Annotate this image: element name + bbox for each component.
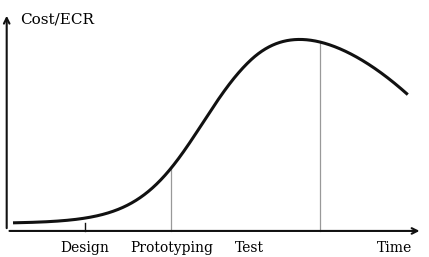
Text: Cost/ECR: Cost/ECR xyxy=(20,12,94,26)
Text: Test: Test xyxy=(235,241,264,255)
Text: Prototyping: Prototyping xyxy=(130,241,213,255)
Text: Time: Time xyxy=(377,241,412,255)
Text: Design: Design xyxy=(60,241,109,255)
